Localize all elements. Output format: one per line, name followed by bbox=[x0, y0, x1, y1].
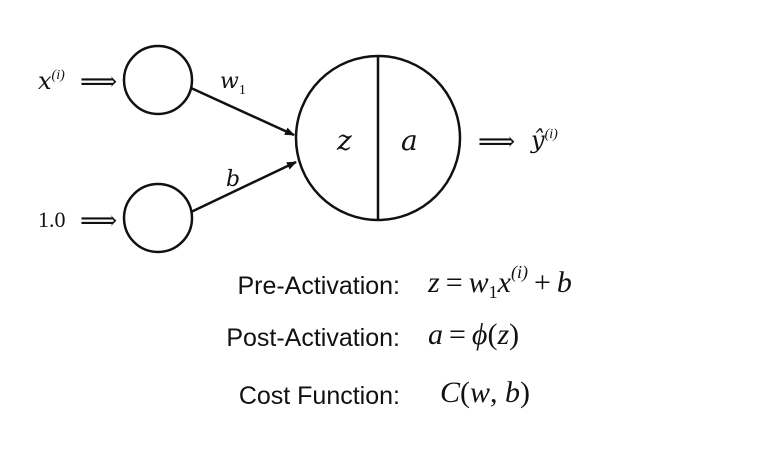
equation-cost-function: Cost Function: C(w, b) bbox=[0, 376, 780, 416]
equation-formula: a = ϕ(z) bbox=[428, 318, 520, 351]
input-bias-label: 1.0 bbox=[38, 207, 66, 232]
weight-w1-label: w1 bbox=[220, 69, 246, 98]
output-yhat-label: ŷ(i) bbox=[530, 126, 558, 154]
input-node-bias bbox=[122, 182, 194, 254]
neuron-preactivation-z: z bbox=[336, 124, 352, 157]
input-node-x bbox=[122, 44, 194, 116]
equation-label: Post-Activation: bbox=[226, 324, 400, 352]
equation-formula: z = w1x(i) + b bbox=[428, 262, 572, 302]
edge-w1 bbox=[190, 86, 295, 137]
edge-b bbox=[190, 160, 297, 214]
neuron-activation-a: a bbox=[401, 124, 418, 157]
equation-label: Cost Function: bbox=[238, 382, 400, 410]
equation-pre-activation: Pre-Activation: z = w1x(i) + b bbox=[0, 262, 780, 306]
input-x-label: x(i) bbox=[38, 67, 65, 95]
weight-b-label: b bbox=[226, 167, 240, 192]
output-arrow: ⟹ bbox=[478, 127, 515, 156]
equation-post-activation: Post-Activation: a = ϕ(z) bbox=[0, 318, 780, 358]
equation-formula: C(w, b) bbox=[440, 376, 531, 409]
equation-label: Pre-Activation: bbox=[237, 272, 400, 300]
input-bias-arrow: ⟹ bbox=[80, 206, 117, 235]
input-x-arrow: ⟹ bbox=[80, 67, 117, 96]
